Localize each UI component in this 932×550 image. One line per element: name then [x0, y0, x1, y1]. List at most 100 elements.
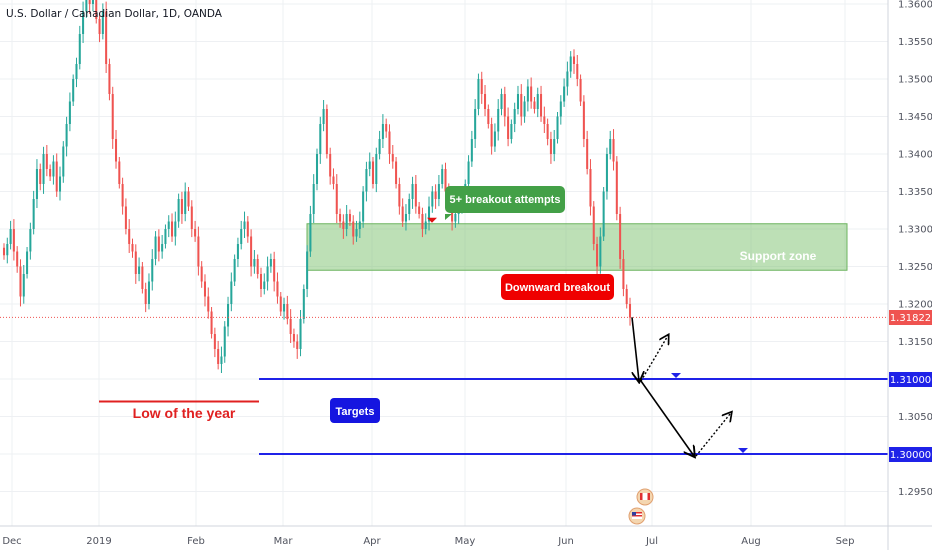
candle-body: [444, 169, 447, 192]
candle-body: [470, 139, 473, 162]
candle-body: [582, 101, 585, 139]
candle-body: [516, 94, 520, 109]
candle-body: [42, 154, 45, 184]
y-tick-label: 1.30500: [898, 412, 932, 423]
candle-body: [609, 139, 612, 154]
candle-body: [210, 311, 213, 334]
candle-body: [289, 319, 292, 334]
candle-body: [223, 326, 226, 357]
y-tick-label: 1.33500: [898, 187, 932, 198]
candle-body: [9, 229, 12, 244]
candle-body: [32, 199, 35, 229]
candle-body: [589, 169, 592, 207]
candle-body: [493, 131, 496, 147]
candle-body: [240, 229, 243, 244]
candle-body: [385, 124, 388, 132]
candle-body: [283, 304, 286, 312]
candle-body: [418, 206, 421, 214]
candle-body: [576, 64, 579, 79]
candle-body: [309, 214, 312, 252]
candle-body: [345, 214, 348, 229]
candle-body: [65, 124, 68, 147]
candle-body: [543, 116, 546, 124]
candle-body: [85, 0, 88, 12]
candle-body: [414, 184, 417, 207]
candle-body: [161, 244, 164, 252]
x-tick-label: 2019: [86, 536, 111, 547]
candle-body: [454, 214, 457, 222]
candle-body: [279, 296, 282, 312]
candle-body: [12, 229, 15, 252]
target-2-marker: [738, 448, 748, 453]
candle-body: [263, 281, 266, 289]
candle-body: [484, 94, 487, 109]
target-2-price-tag: 1.30000: [889, 447, 932, 462]
candle-body: [342, 221, 345, 229]
candle-body: [477, 79, 480, 109]
candle-body: [540, 94, 543, 117]
candle-body: [358, 221, 361, 229]
candle-body: [68, 101, 71, 124]
candle-body: [569, 56, 572, 72]
target-1-price-tag: 1.31000: [889, 372, 932, 387]
candle-body: [286, 304, 289, 319]
chart-title: U.S. Dollar / Canadian Dollar, 1D, OANDA: [6, 8, 223, 20]
candle-body: [451, 206, 454, 222]
candle-body: [487, 109, 490, 124]
candle-body: [566, 71, 569, 87]
candle-body: [526, 86, 529, 102]
candle-body: [503, 94, 506, 117]
candle-body: [78, 34, 81, 64]
candle-body: [95, 0, 98, 19]
y-tick-label: 1.31500: [898, 337, 932, 348]
candle-body: [147, 281, 150, 304]
svg-text:1.31822: 1.31822: [890, 313, 931, 324]
x-tick-label: Feb: [187, 536, 205, 547]
candle-body: [431, 191, 434, 207]
candle-body: [612, 139, 615, 162]
candle-body: [371, 161, 375, 184]
candle-body: [114, 139, 118, 162]
candle-body: [141, 266, 144, 289]
candle-body: [273, 259, 276, 282]
candle-body: [296, 341, 299, 349]
candle-body: [312, 184, 315, 214]
candle-body: [605, 154, 608, 192]
candle-body: [55, 161, 58, 192]
candle-body: [174, 221, 177, 237]
candle-body: [167, 221, 170, 229]
candle-body: [184, 191, 187, 214]
candle-body: [596, 244, 599, 267]
candle-body: [22, 274, 25, 297]
candle-body: [507, 116, 510, 139]
candle-body: [26, 251, 29, 274]
candle-body: [220, 356, 223, 364]
downward-breakout-label: Downward breakout: [505, 282, 610, 294]
y-tick-label: 1.35500: [898, 37, 932, 48]
candle-body: [105, 11, 108, 64]
candle-body: [39, 169, 42, 184]
candle-body: [335, 184, 338, 214]
candle-body: [325, 109, 328, 154]
candle-body: [269, 259, 272, 267]
candle-body: [253, 259, 256, 267]
candle-body: [572, 56, 576, 64]
candle-body: [101, 11, 104, 34]
candle-body: [58, 176, 62, 192]
candle-body: [563, 86, 566, 102]
candle-body: [315, 154, 319, 184]
candle-body: [319, 124, 322, 154]
candle-body: [520, 94, 523, 117]
candle-body: [72, 79, 75, 102]
breakout-attempt-marker: [427, 217, 437, 223]
candle-body: [474, 109, 477, 139]
candle-body: [45, 154, 48, 169]
candle-body: [398, 184, 401, 207]
candle-body: [259, 274, 263, 289]
low-of-year-label: Low of the year: [133, 405, 236, 421]
candle-body: [98, 19, 101, 34]
support-zone-label: Support zone: [740, 249, 817, 263]
candle-body: [500, 94, 503, 109]
candle-body: [16, 251, 19, 267]
candle-body: [408, 199, 411, 214]
